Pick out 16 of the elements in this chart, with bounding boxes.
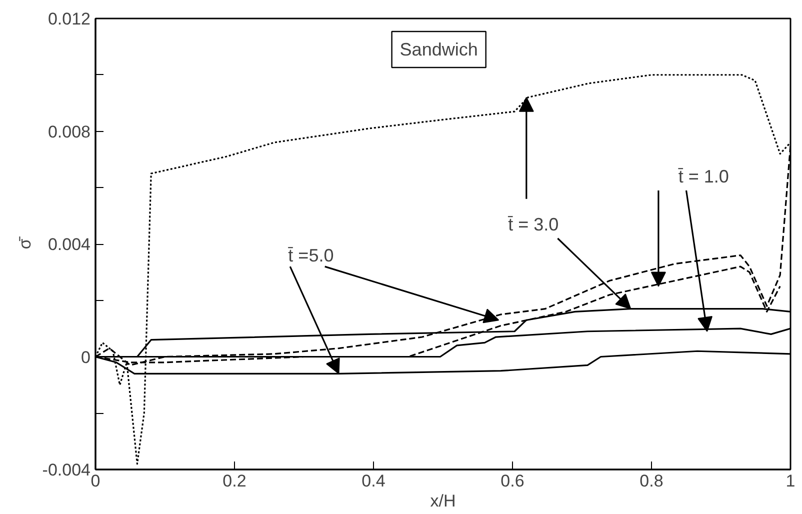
x-tick-label: 0.2	[222, 472, 246, 490]
annotation: Sandwich	[400, 40, 478, 60]
x-axis-title: x/H	[430, 492, 456, 510]
y-axis-title: σ̄	[15, 236, 34, 250]
y-tick-label: 0.012	[48, 10, 91, 28]
x-tick-label: 0.8	[640, 472, 664, 490]
annotation: t̄ =5.0	[287, 245, 334, 266]
x-tick-label: 0.6	[500, 472, 524, 490]
x-tick-label: 1	[786, 472, 796, 490]
annotation: t̄ = 1.0	[678, 166, 729, 186]
x-tick-label: 0.4	[362, 472, 386, 490]
annotation: t̄ = 3.0	[507, 214, 559, 234]
y-tick-label: 0	[81, 348, 91, 367]
y-tick-label: 0.008	[48, 122, 91, 142]
y-tick-label: -0.004	[42, 460, 90, 480]
y-tick-label: 0.004	[48, 235, 91, 254]
